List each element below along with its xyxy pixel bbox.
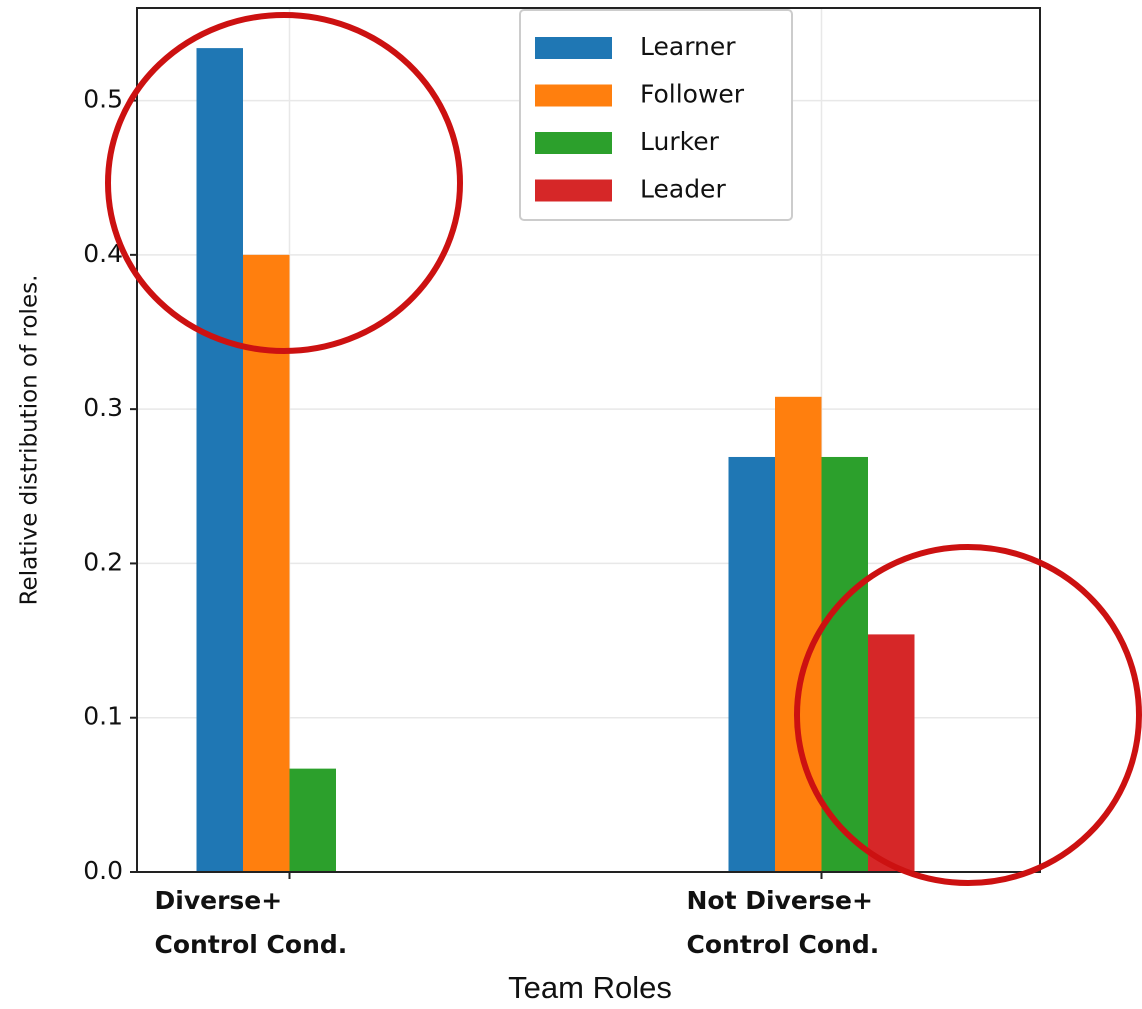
- legend-label: Follower: [640, 80, 745, 109]
- legend-swatch: [535, 37, 612, 59]
- x-axis-label: Team Roles: [508, 970, 672, 1005]
- x-tick-label: Not Diverse+ Control Cond.: [687, 886, 880, 959]
- bar: [821, 456, 868, 872]
- y-tick-label: 0.0: [83, 856, 123, 885]
- y-axis-label: Relative distribution of roles.: [17, 275, 43, 606]
- legend-label: Leader: [640, 175, 726, 204]
- plot-frame: [136, 7, 1041, 873]
- y-tick-label: 0.5: [83, 85, 123, 114]
- y-tick-label: 0.3: [83, 393, 123, 422]
- y-tick-label: 0.4: [83, 239, 123, 268]
- legend-swatch: [535, 179, 612, 202]
- bar: [196, 48, 243, 873]
- legend-swatch: [535, 84, 612, 107]
- bar: [289, 768, 336, 872]
- legend-label: Learner: [640, 32, 736, 61]
- annotation-circle: [105, 12, 463, 354]
- x-tick-label: Diverse+ Control Cond.: [155, 886, 348, 959]
- legend-swatch: [535, 132, 612, 154]
- bar: [868, 634, 915, 872]
- bar: [728, 456, 775, 872]
- annotation-circle: [794, 544, 1142, 886]
- legend-label: Lurker: [640, 127, 720, 156]
- y-tick-label: 0.1: [83, 702, 123, 731]
- legend-box: [519, 9, 793, 221]
- y-tick-label: 0.2: [83, 547, 123, 576]
- bar: [243, 254, 290, 872]
